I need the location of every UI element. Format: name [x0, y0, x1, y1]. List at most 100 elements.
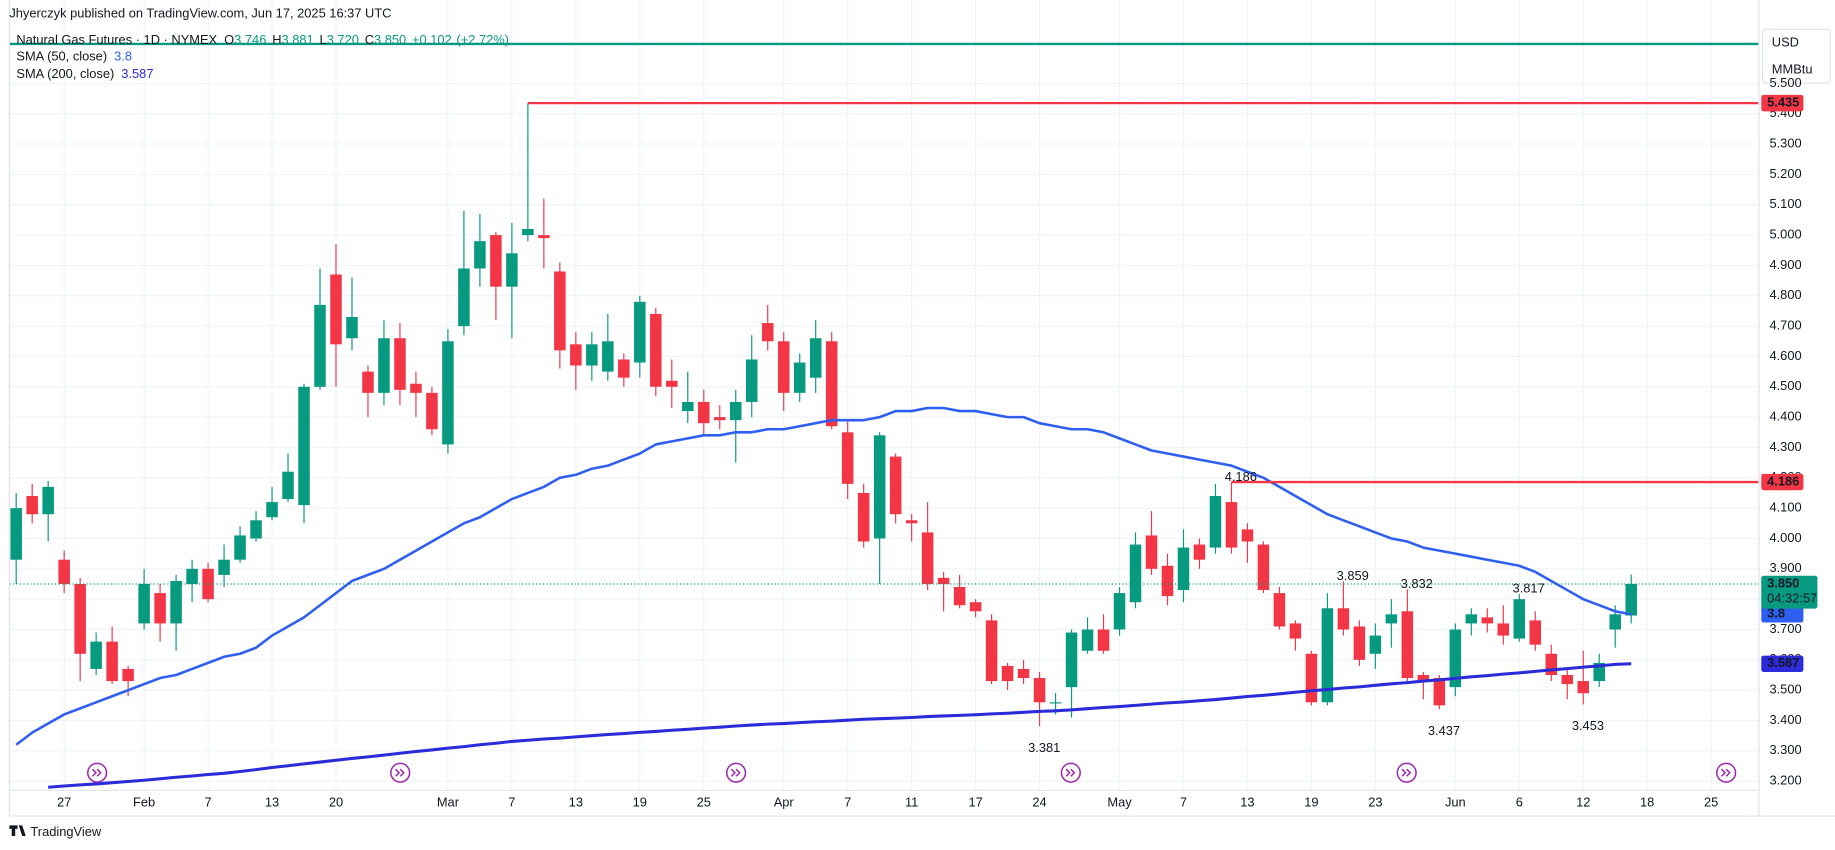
x-tick-label: 24: [1032, 795, 1046, 810]
candle-body: [586, 344, 598, 366]
candle-body: [458, 268, 470, 327]
candle-body: [1545, 653, 1558, 676]
y-tick-label: 5.500: [1769, 75, 1801, 90]
sma-price-label: 3.8: [1767, 606, 1785, 621]
candle-body: [969, 602, 982, 612]
candle-body: [74, 583, 86, 654]
candle-body: [1625, 583, 1637, 616]
event-icons[interactable]: [87, 762, 1737, 783]
candle-body: [889, 456, 902, 515]
candle-body: [538, 235, 550, 239]
indicator-value: 3.587: [121, 66, 153, 81]
event-icon[interactable]: [1060, 762, 1081, 783]
level-price-label: 5.435: [1767, 95, 1799, 110]
indicator-legend: SMA (50, close) 3.8: [16, 49, 132, 64]
candle-body: [1465, 614, 1478, 624]
candle-body: [841, 432, 854, 484]
x-tick-label: 25: [1704, 795, 1718, 810]
level-price-box: [1761, 473, 1804, 491]
candle-body: [1305, 653, 1318, 703]
candle-body: [42, 486, 54, 515]
candle-body: [618, 359, 630, 378]
x-tick-label: Apr: [774, 795, 795, 810]
sma-price-label: 3.587: [1767, 655, 1799, 670]
x-tick-label: 7: [508, 795, 515, 810]
y-tick-label: 3.300: [1769, 742, 1801, 757]
candle-body: [1577, 681, 1589, 694]
candle-body: [506, 253, 518, 287]
legend-change: +0.102: [412, 32, 452, 47]
unit-box[interactable]: [1761, 28, 1831, 84]
candle-body: [250, 520, 262, 539]
candle-body: [474, 241, 486, 269]
legend-ohlc-value: 3.881: [282, 32, 314, 47]
event-icon[interactable]: [1396, 762, 1417, 783]
candle-body: [1097, 629, 1110, 651]
candle-body: [1353, 626, 1366, 660]
candle-body: [266, 502, 278, 518]
event-icon[interactable]: [725, 762, 747, 783]
candle-body: [330, 274, 342, 345]
y-tick-label: 4.600: [1769, 348, 1801, 363]
y-tick-label: 4.800: [1769, 287, 1801, 302]
price-annotation: 4.186: [1225, 469, 1257, 484]
candle-body: [650, 313, 662, 387]
price-annotation: 3.859: [1337, 568, 1369, 583]
x-tick-label: 25: [697, 795, 711, 810]
event-icon[interactable]: [1716, 762, 1737, 783]
y-tick-label: 4.700: [1769, 318, 1801, 333]
candle-body: [1497, 623, 1510, 636]
y-tick-label: 3.700: [1769, 621, 1801, 636]
x-tick-label: 7: [204, 795, 211, 810]
candle-body: [1049, 702, 1062, 704]
candle-body: [154, 593, 166, 624]
byline: Jhyerczyk published on TradingView.com, …: [9, 5, 391, 20]
candle-body: [378, 338, 390, 393]
x-tick-label: 19: [633, 795, 647, 810]
y-tick-label: 4.900: [1769, 257, 1801, 272]
candle-body: [1113, 593, 1126, 630]
candle-body: [410, 383, 422, 393]
legend: Natural Gas Futures · 1D · NYMEX O3.746 H3…: [16, 32, 509, 47]
x-tick-label: 13: [1240, 795, 1254, 810]
indicator-legend: SMA (200, close) 3.587: [16, 66, 153, 81]
candle-body: [26, 496, 38, 515]
candle-body: [298, 386, 310, 506]
candle-body: [570, 344, 582, 366]
y-tick-label: 5.200: [1769, 166, 1801, 181]
event-icon[interactable]: [87, 762, 108, 783]
sma-price-box: [1761, 655, 1804, 672]
candle-body: [1193, 544, 1206, 560]
candle-body: [346, 317, 358, 339]
y-tick-label: 3.400: [1769, 712, 1801, 727]
legend-ohlc-value: 3.850: [374, 32, 406, 47]
candle-body: [809, 338, 822, 378]
candle-body: [953, 587, 966, 606]
x-tick-label: 7: [844, 795, 851, 810]
candle-body: [442, 341, 454, 445]
x-tick-label: Mar: [437, 795, 460, 810]
x-tick-label: 7: [1180, 795, 1187, 810]
candle-body: [122, 668, 134, 682]
x-tick-label: 11: [905, 795, 918, 810]
labels: Jhyerczyk published on TradingView.com, …: [9, 5, 1813, 839]
y-tick-label: 4.000: [1769, 530, 1801, 545]
legend-title: Natural Gas Futures · 1D · NYMEX: [16, 32, 217, 47]
candle-body: [698, 401, 710, 424]
x-tick-label: 18: [1640, 795, 1654, 810]
y-tick-label: 3.500: [1769, 682, 1801, 697]
event-icon[interactable]: [390, 762, 411, 783]
candle-body: [1065, 632, 1078, 688]
x-tick-label: 17: [968, 795, 982, 810]
candle-body: [985, 620, 998, 682]
legend-ohlc-letter: O: [224, 32, 234, 47]
candle-body: [1289, 623, 1302, 639]
price-annotation: 3.817: [1513, 581, 1545, 596]
candle-body: [1337, 608, 1350, 630]
candle-body: [1273, 593, 1286, 627]
candle-body: [1321, 608, 1334, 703]
candle-body: [1081, 629, 1094, 651]
candle-body: [602, 341, 614, 372]
